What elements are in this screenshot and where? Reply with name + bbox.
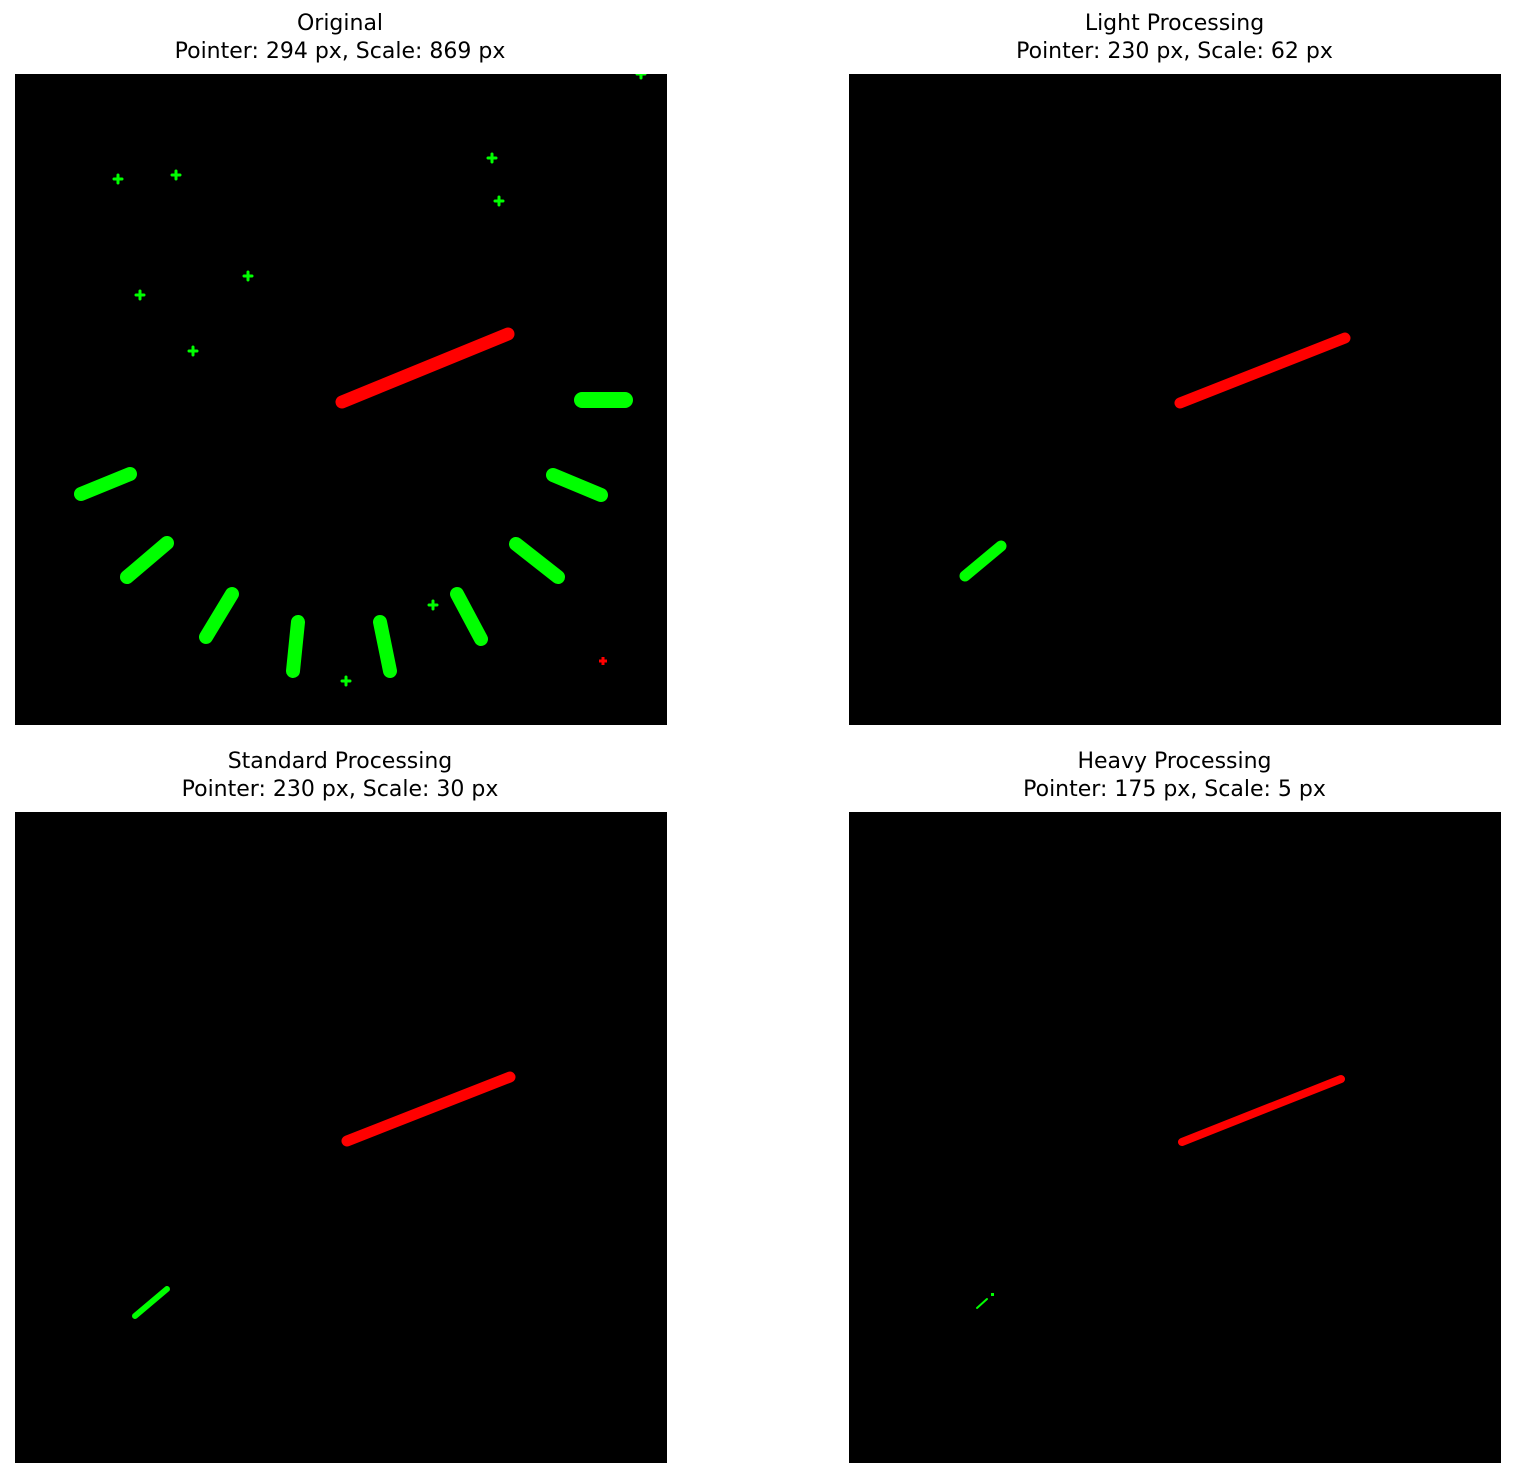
noise-cross (340, 675, 352, 687)
noise-cross (486, 152, 498, 164)
noise-cross (635, 74, 647, 80)
scale-tick (199, 587, 239, 644)
scale-tick (509, 537, 565, 584)
panel-subtitle-text: Pointer: 230 px, Scale: 62 px (1016, 39, 1333, 64)
panel-heavy-processing: Heavy Processing Pointer: 175 px, Scale:… (834, 738, 1515, 1479)
noise-cross (170, 169, 182, 181)
scale-tick (373, 615, 397, 678)
light-processing-image (849, 74, 1501, 725)
panel-title-text: Standard Processing (227, 749, 453, 774)
panel-subtitle-text: Pointer: 294 px, Scale: 869 px (174, 39, 506, 64)
pointer-needle (335, 327, 515, 409)
pointer-needle (1174, 332, 1351, 409)
scale-tick (286, 615, 305, 678)
pointer-needle (341, 1071, 516, 1147)
panel-title: Original Pointer: 294 px, Scale: 869 px (0, 10, 680, 66)
noise-cross-red (599, 657, 607, 665)
noise-cross (187, 345, 199, 357)
noise-cross (493, 195, 505, 207)
light-processing-image-canvas (959, 332, 1351, 582)
scale-tick (74, 467, 137, 501)
panel-title: Heavy Processing Pointer: 175 px, Scale:… (834, 748, 1515, 804)
scale-tick (959, 540, 1007, 582)
panel-original: Original Pointer: 294 px, Scale: 869 px (0, 0, 680, 730)
panel-title: Standard Processing Pointer: 230 px, Sca… (0, 748, 680, 804)
scale-tick (976, 1298, 988, 1309)
scale-tick-dot (991, 1293, 994, 1296)
scale-tick (546, 468, 608, 502)
original-image (15, 74, 667, 725)
original-image-canvas (74, 74, 647, 687)
noise-cross (242, 270, 254, 282)
noise-cross (112, 173, 124, 185)
panel-title: Light Processing Pointer: 230 px, Scale:… (834, 10, 1515, 66)
pointer-needle (1178, 1075, 1345, 1146)
noise-cross (427, 599, 439, 611)
heavy-processing-image-canvas (976, 1075, 1345, 1309)
panel-subtitle-text: Pointer: 175 px, Scale: 5 px (1023, 777, 1326, 802)
panel-title-text: Original (296, 11, 384, 36)
heavy-processing-image (849, 812, 1501, 1463)
scale-tick (450, 587, 488, 646)
panel-subtitle-text: Pointer: 230 px, Scale: 30 px (181, 777, 499, 802)
standard-processing-image-canvas (132, 1071, 516, 1319)
panel-standard-processing: Standard Processing Pointer: 230 px, Sca… (0, 738, 680, 1479)
panel-title-text: Light Processing (1084, 11, 1265, 36)
scale-tick (120, 536, 174, 584)
noise-cross (134, 289, 146, 301)
scale-tick (132, 1286, 170, 1319)
standard-processing-image (15, 812, 667, 1463)
panel-title-text: Heavy Processing (1077, 749, 1272, 774)
panel-light-processing: Light Processing Pointer: 230 px, Scale:… (834, 0, 1515, 730)
